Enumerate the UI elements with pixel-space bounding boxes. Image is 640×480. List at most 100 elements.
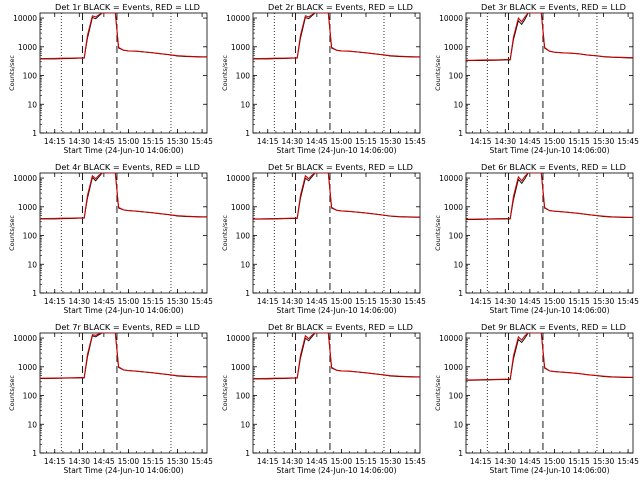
x-tick-label: 15:30 xyxy=(167,297,189,306)
y-tick-label: 10 xyxy=(240,260,250,269)
series-events-line xyxy=(253,13,420,60)
y-tick-label: 10 xyxy=(453,260,463,269)
x-tick-label: 14:15 xyxy=(44,137,66,146)
x-tick-label: 15:15 xyxy=(568,297,590,306)
x-tick-label: 14:45 xyxy=(93,297,115,306)
y-axis-label: Counts/sec xyxy=(221,55,229,91)
panel-title: Det 7r BLACK = Events, RED = LLD xyxy=(55,322,200,332)
series-lld-line xyxy=(466,13,633,61)
x-tick-label: 14:30 xyxy=(68,297,90,306)
series-events-line xyxy=(40,333,207,379)
y-tick-label: 100 xyxy=(23,72,38,81)
y-tick-label: 1000 xyxy=(18,43,37,52)
panel-title: Det 1r BLACK = Events, RED = LLD xyxy=(55,2,200,12)
y-tick-label: 1 xyxy=(245,289,250,298)
x-tick-label: 15:15 xyxy=(142,297,164,306)
x-tick-label: 15:00 xyxy=(331,457,353,466)
series-events-line xyxy=(253,333,420,380)
x-tick-label: 15:15 xyxy=(142,457,164,466)
panel-title: Det 2r BLACK = Events, RED = LLD xyxy=(268,2,413,12)
y-tick-label: 100 xyxy=(449,392,464,401)
x-tick-label: 15:00 xyxy=(331,137,353,146)
x-tick-label: 15:15 xyxy=(568,457,590,466)
x-tick-label: 14:15 xyxy=(470,297,492,306)
y-tick-label: 1 xyxy=(32,449,37,458)
y-tick-label: 1 xyxy=(32,289,37,298)
plot-frame xyxy=(39,332,208,454)
series-lld-line xyxy=(253,333,420,380)
x-tick-label: 15:45 xyxy=(617,137,639,146)
series-events-line xyxy=(40,13,207,60)
x-tick-label: 14:15 xyxy=(257,457,279,466)
x-tick-label: 15:30 xyxy=(380,297,402,306)
series-lld-line xyxy=(40,333,207,379)
y-tick-label: 10 xyxy=(240,420,250,429)
x-tick-label: 15:15 xyxy=(568,137,590,146)
x-tick-label: 15:15 xyxy=(355,137,377,146)
y-tick-label: 10 xyxy=(27,420,37,429)
x-axis-label: Start Time (24-Jun-10 14:06:00) xyxy=(490,146,610,155)
plot-frame xyxy=(39,12,208,134)
panel-det-5: Det 5r BLACK = Events, RED = LLD 1 10 100 10… xyxy=(221,162,426,315)
plot-frame xyxy=(252,332,421,454)
series-events-line xyxy=(466,173,633,220)
x-tick-label: 15:30 xyxy=(593,457,615,466)
y-tick-label: 10000 xyxy=(226,14,250,23)
x-axis-label: Start Time (24-Jun-10 14:06:00) xyxy=(64,466,184,475)
panel-det-4: Det 4r BLACK = Events, RED = LLD 1 10 100 10… xyxy=(8,162,213,315)
series-events-line xyxy=(253,173,420,220)
x-tick-label: 14:30 xyxy=(494,457,516,466)
x-tick-label: 14:45 xyxy=(306,457,328,466)
x-tick-label: 15:15 xyxy=(142,137,164,146)
series-lld-line xyxy=(466,333,633,381)
y-axis-label: Counts/sec xyxy=(434,55,442,91)
y-tick-label: 1000 xyxy=(444,43,463,52)
x-tick-label: 14:15 xyxy=(257,297,279,306)
x-tick-label: 15:45 xyxy=(404,137,426,146)
x-tick-label: 14:45 xyxy=(306,297,328,306)
x-tick-label: 15:45 xyxy=(191,457,213,466)
x-tick-label: 15:30 xyxy=(380,137,402,146)
x-tick-label: 14:45 xyxy=(519,137,541,146)
x-tick-label: 15:45 xyxy=(404,457,426,466)
x-tick-label: 14:30 xyxy=(68,457,90,466)
y-tick-label: 1000 xyxy=(18,203,37,212)
x-tick-label: 15:45 xyxy=(404,297,426,306)
y-tick-label: 10000 xyxy=(226,334,250,343)
x-axis-label: Start Time (24-Jun-10 14:06:00) xyxy=(490,466,610,475)
x-tick-label: 14:30 xyxy=(281,297,303,306)
x-tick-label: 15:30 xyxy=(167,137,189,146)
plot-frame xyxy=(39,172,208,294)
x-tick-label: 14:30 xyxy=(68,137,90,146)
x-tick-label: 14:15 xyxy=(44,457,66,466)
x-tick-label: 14:15 xyxy=(470,137,492,146)
x-tick-label: 15:30 xyxy=(380,457,402,466)
panel-det-3: Det 3r BLACK = Events, RED = LLD 1 10 100 10… xyxy=(434,2,639,155)
x-tick-label: 15:30 xyxy=(593,297,615,306)
series-lld-line xyxy=(40,173,207,220)
x-tick-label: 14:45 xyxy=(93,457,115,466)
y-tick-label: 1000 xyxy=(18,363,37,372)
y-tick-label: 1 xyxy=(32,129,37,138)
x-tick-label: 15:45 xyxy=(191,297,213,306)
plot-frame xyxy=(465,12,634,134)
x-tick-label: 15:00 xyxy=(544,297,566,306)
series-events-line xyxy=(466,13,633,62)
x-tick-label: 15:00 xyxy=(331,297,353,306)
panel-det-8: Det 8r BLACK = Events, RED = LLD 1 10 100 10… xyxy=(221,322,426,475)
panel-det-1: Det 1r BLACK = Events, RED = LLD 1 10 100 10… xyxy=(8,2,213,155)
series-lld-line xyxy=(40,13,207,60)
x-tick-label: 15:00 xyxy=(544,457,566,466)
x-axis-label: Start Time (24-Jun-10 14:06:00) xyxy=(277,146,397,155)
y-axis-label: Counts/sec xyxy=(8,215,16,251)
x-tick-label: 15:45 xyxy=(617,297,639,306)
y-tick-label: 10000 xyxy=(13,14,37,23)
series-lld-line xyxy=(253,173,420,220)
x-axis-label: Start Time (24-Jun-10 14:06:00) xyxy=(64,146,184,155)
x-tick-label: 15:00 xyxy=(118,297,140,306)
x-axis-label: Start Time (24-Jun-10 14:06:00) xyxy=(490,306,610,315)
y-tick-label: 10000 xyxy=(226,174,250,183)
y-tick-label: 1 xyxy=(245,449,250,458)
y-tick-label: 10 xyxy=(453,420,463,429)
panel-title: Det 4r BLACK = Events, RED = LLD xyxy=(55,162,200,172)
